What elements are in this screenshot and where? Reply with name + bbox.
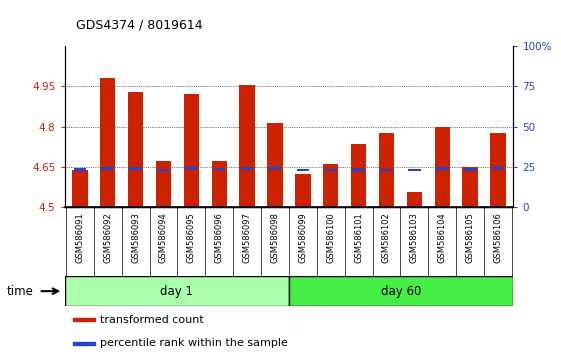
Bar: [100, 78, 116, 207]
Bar: [323, 164, 338, 207]
Text: GSM586106: GSM586106: [494, 213, 503, 263]
Bar: [183, 94, 199, 207]
Text: GSM586103: GSM586103: [410, 213, 419, 263]
Text: GSM586094: GSM586094: [159, 213, 168, 263]
Bar: [379, 133, 394, 207]
Text: GSM586104: GSM586104: [438, 213, 447, 263]
Text: GSM586093: GSM586093: [131, 213, 140, 263]
Bar: [213, 168, 226, 170]
Text: GSM586091: GSM586091: [75, 213, 84, 263]
Bar: [267, 122, 283, 207]
Text: GSM586096: GSM586096: [215, 213, 224, 263]
Bar: [72, 170, 88, 207]
Bar: [436, 167, 448, 170]
Text: time: time: [7, 285, 34, 298]
Text: GSM586098: GSM586098: [270, 213, 279, 263]
Text: transformed count: transformed count: [100, 315, 204, 325]
Text: GSM586099: GSM586099: [298, 213, 307, 263]
Bar: [130, 167, 142, 170]
Bar: [156, 161, 171, 207]
Text: GSM586105: GSM586105: [466, 213, 475, 263]
Bar: [351, 144, 366, 207]
Bar: [435, 126, 450, 207]
Bar: [185, 167, 197, 170]
Text: day 60: day 60: [381, 285, 421, 298]
Text: GSM586100: GSM586100: [327, 213, 335, 263]
Bar: [73, 342, 94, 345]
Text: GSM586097: GSM586097: [242, 213, 251, 263]
Bar: [102, 167, 114, 170]
Bar: [65, 276, 289, 306]
Text: GSM586095: GSM586095: [187, 213, 196, 263]
Bar: [240, 85, 255, 207]
Bar: [73, 168, 86, 171]
Text: GSM586101: GSM586101: [354, 213, 363, 263]
Bar: [295, 173, 311, 207]
Text: GSM586102: GSM586102: [382, 213, 391, 263]
Bar: [462, 167, 478, 207]
Bar: [297, 169, 309, 171]
Bar: [407, 192, 422, 207]
Bar: [408, 169, 421, 171]
Bar: [211, 161, 227, 207]
Bar: [324, 169, 337, 171]
Bar: [128, 92, 143, 207]
Text: percentile rank within the sample: percentile rank within the sample: [100, 338, 288, 348]
Bar: [73, 318, 94, 321]
Bar: [491, 167, 504, 170]
Text: day 1: day 1: [160, 285, 193, 298]
Bar: [289, 276, 513, 306]
Bar: [352, 168, 365, 171]
Bar: [269, 167, 281, 170]
Text: GDS4374 / 8019614: GDS4374 / 8019614: [76, 19, 203, 32]
Bar: [380, 169, 393, 171]
Text: GSM586092: GSM586092: [103, 213, 112, 263]
Bar: [241, 167, 254, 170]
Bar: [464, 168, 476, 171]
Bar: [157, 169, 170, 171]
Bar: [490, 133, 505, 207]
